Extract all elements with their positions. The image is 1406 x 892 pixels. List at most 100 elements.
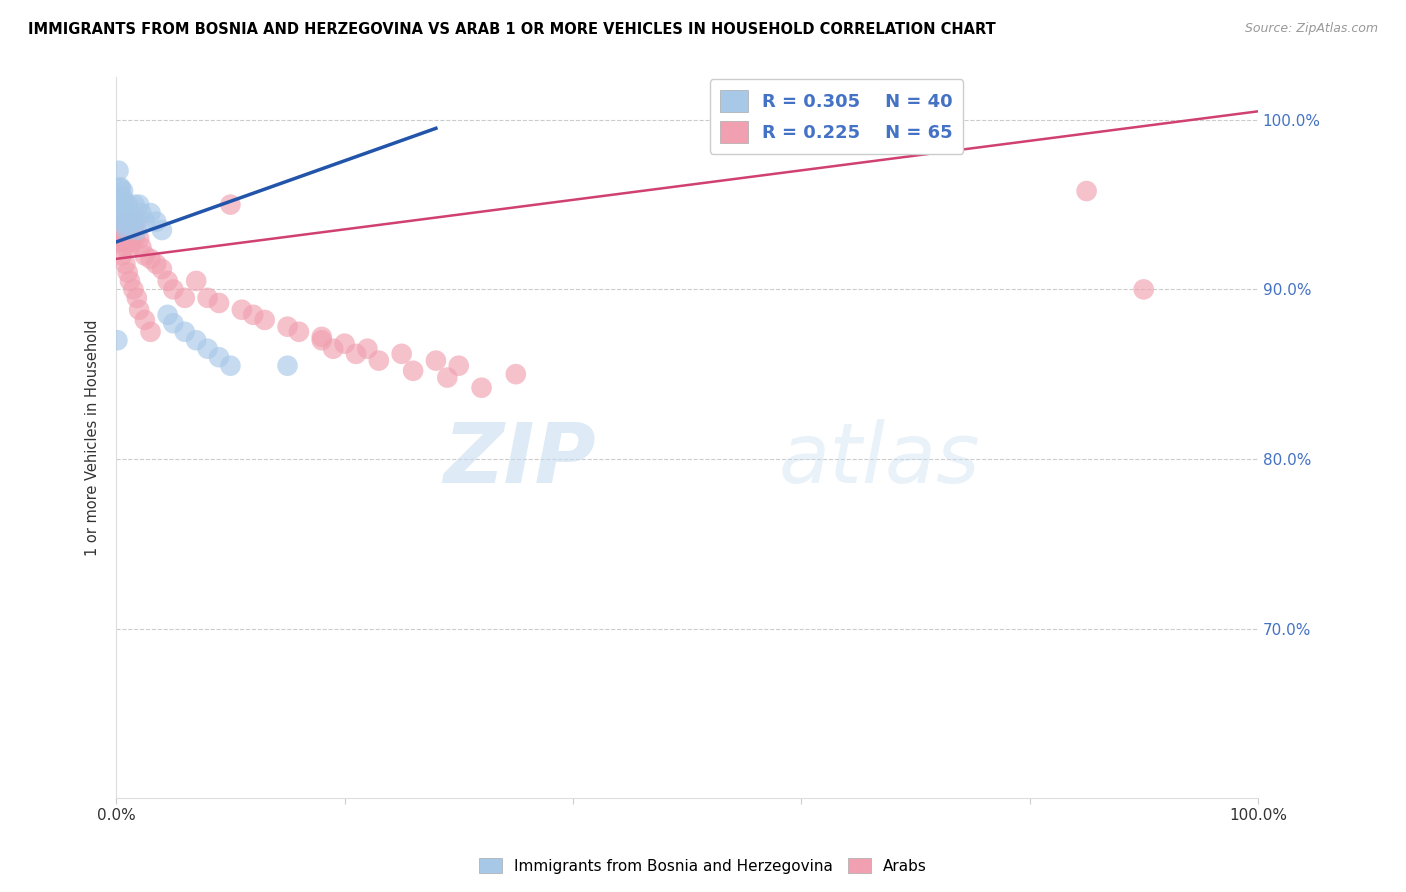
Point (139, 325, 162, 339)
Point (208, 350, 231, 364)
Point (173, 325, 195, 339)
Point (402, 364, 425, 378)
Point (110, 180, 132, 194)
Point (131, 240, 153, 254)
Point (471, 381, 494, 395)
Point (134, 214, 156, 228)
Point (311, 333, 333, 347)
Point (356, 342, 378, 356)
Point (1076, 184, 1098, 198)
Point (114, 257, 136, 271)
Point (111, 235, 134, 249)
Point (112, 184, 135, 198)
Text: ZIP: ZIP (443, 419, 596, 500)
Point (107, 218, 129, 232)
Point (117, 197, 139, 211)
Point (110, 214, 132, 228)
Point (112, 197, 135, 211)
Point (197, 291, 219, 305)
Point (115, 223, 138, 237)
Text: IMMIGRANTS FROM BOSNIA AND HERZEGOVINA VS ARAB 1 OR MORE VEHICLES IN HOUSEHOLD C: IMMIGRANTS FROM BOSNIA AND HERZEGOVINA V… (28, 22, 995, 37)
Point (107, 333, 129, 347)
Point (107, 231, 129, 245)
Point (436, 370, 458, 384)
Point (120, 211, 142, 226)
Point (425, 353, 447, 368)
Point (111, 189, 134, 203)
Point (128, 231, 150, 245)
Point (186, 333, 208, 347)
Point (117, 235, 139, 249)
Point (118, 218, 141, 232)
Point (219, 197, 242, 211)
Point (125, 223, 148, 237)
Point (112, 194, 135, 209)
Point (114, 218, 136, 232)
Point (117, 214, 139, 228)
Point (108, 180, 131, 194)
Y-axis label: 1 or more Vehicles in Household: 1 or more Vehicles in Household (86, 319, 100, 556)
Point (115, 211, 138, 226)
Point (117, 265, 139, 279)
Point (118, 231, 141, 245)
Point (124, 197, 146, 211)
Point (322, 342, 344, 356)
Point (219, 359, 242, 373)
Point (505, 367, 527, 381)
Point (117, 223, 139, 237)
Point (333, 336, 356, 351)
Point (112, 206, 135, 220)
Point (242, 308, 264, 322)
Point (139, 252, 162, 266)
Point (128, 197, 150, 211)
Text: Source: ZipAtlas.com: Source: ZipAtlas.com (1244, 22, 1378, 36)
Point (110, 228, 132, 243)
Point (111, 201, 134, 215)
Point (115, 235, 138, 249)
Point (108, 197, 131, 211)
Point (120, 235, 142, 249)
Point (110, 206, 132, 220)
Point (447, 359, 470, 373)
Point (112, 240, 135, 254)
Point (124, 231, 146, 245)
Point (162, 282, 184, 296)
Point (208, 296, 231, 310)
Point (118, 206, 141, 220)
Point (112, 218, 135, 232)
Point (134, 313, 156, 327)
Point (122, 218, 145, 232)
Point (122, 282, 145, 296)
Point (391, 347, 413, 361)
Point (111, 248, 134, 262)
Point (107, 214, 129, 228)
Point (108, 235, 131, 249)
Text: atlas: atlas (779, 419, 980, 500)
Point (276, 319, 298, 334)
Point (150, 223, 173, 237)
Legend: R = 0.305    N = 40, R = 0.225    N = 65: R = 0.305 N = 40, R = 0.225 N = 65 (710, 79, 963, 154)
Point (197, 342, 219, 356)
Point (231, 302, 253, 317)
Point (253, 313, 276, 327)
Point (131, 206, 153, 220)
Point (125, 214, 148, 228)
Point (162, 316, 184, 330)
Point (134, 248, 156, 262)
Point (156, 274, 179, 288)
Point (311, 330, 333, 344)
Point (288, 325, 311, 339)
Point (111, 223, 134, 237)
Point (114, 231, 136, 245)
Point (114, 201, 136, 215)
Point (128, 302, 150, 317)
Point (139, 206, 162, 220)
Point (122, 214, 145, 228)
Point (125, 291, 148, 305)
Point (173, 291, 195, 305)
Legend: Immigrants from Bosnia and Herzegovina, Arabs: Immigrants from Bosnia and Herzegovina, … (472, 852, 934, 880)
Point (112, 231, 135, 245)
Point (118, 240, 141, 254)
Point (118, 274, 141, 288)
Point (107, 189, 129, 203)
